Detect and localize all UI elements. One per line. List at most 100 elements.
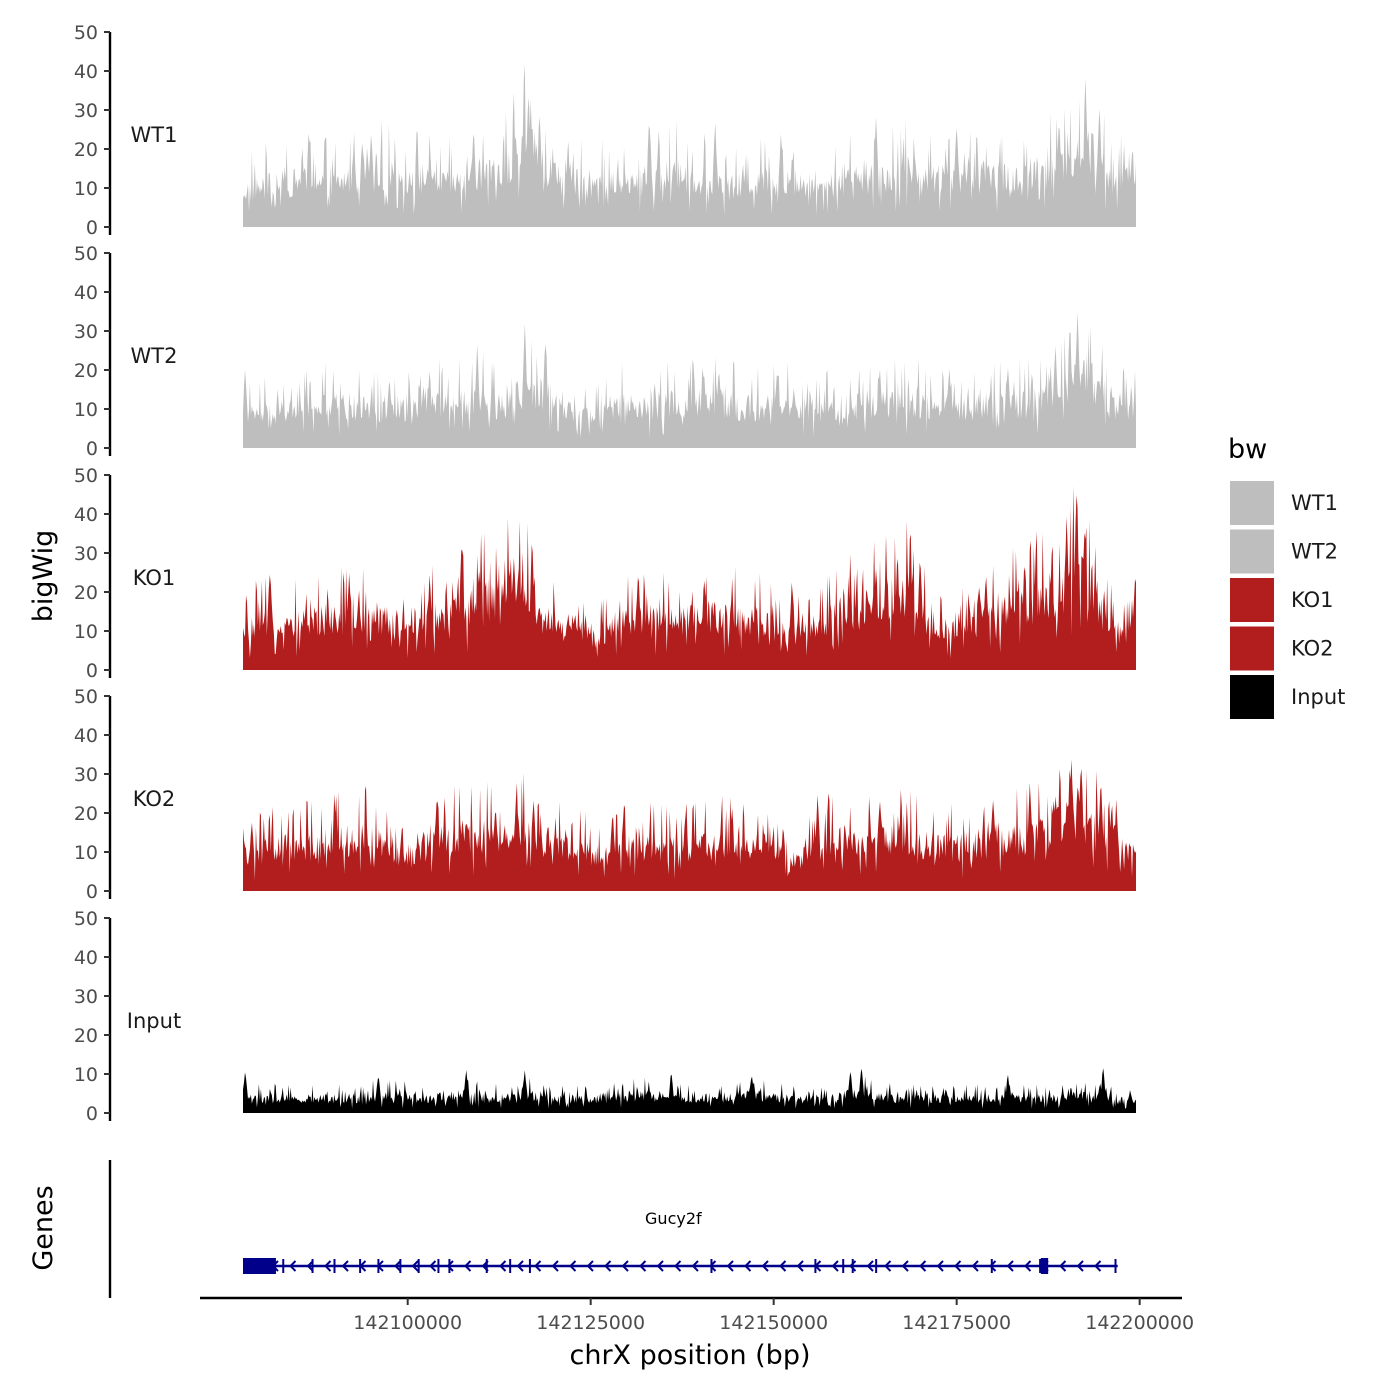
y-tick-label: 10 — [74, 1064, 98, 1086]
x-tick-label: 142200000 — [1085, 1312, 1194, 1334]
strand-arrow — [341, 1260, 349, 1272]
y-tick-label: 20 — [74, 582, 98, 604]
strand-arrow — [429, 1260, 437, 1272]
y-tick-label: 20 — [74, 139, 98, 161]
strand-arrow — [464, 1260, 472, 1272]
y-tick-label: 10 — [74, 842, 98, 864]
y-tick-label: 30 — [74, 764, 98, 786]
legend-label: KO2 — [1291, 637, 1334, 661]
track-wt2: 0 10 20 30 40 50 WT2 — [74, 243, 1136, 460]
y-tick-label: 40 — [74, 61, 98, 83]
y-tick-label: 20 — [74, 360, 98, 382]
y-tick-label: 40 — [74, 947, 98, 969]
strand-arrow — [639, 1260, 647, 1272]
strand-arrow — [534, 1260, 542, 1272]
strand-arrow — [604, 1260, 612, 1272]
x-tick-label: 142125000 — [536, 1312, 645, 1334]
x-axis-title: chrX position (bp) — [569, 1340, 810, 1371]
legend-entry-wt1: WT1 — [1228, 479, 1338, 527]
strand-arrow — [289, 1260, 297, 1272]
strand-arrow — [901, 1260, 909, 1272]
legend-label: WT1 — [1291, 491, 1338, 515]
y-tick-label: 10 — [74, 621, 98, 643]
strand-arrow — [884, 1260, 892, 1272]
strand-arrow — [971, 1260, 979, 1272]
track-wt1: 0 10 20 30 40 50 WT1 — [74, 22, 1136, 239]
gene-track-panel: Gucy2f — [108, 1160, 1118, 1298]
y-tick-label: 40 — [74, 282, 98, 304]
legend-swatch — [1228, 576, 1276, 624]
strand-arrow — [779, 1260, 787, 1272]
y-tick-label: 30 — [74, 321, 98, 343]
gene-label: Gucy2f — [645, 1209, 702, 1228]
track-label: Input — [127, 1009, 181, 1033]
legend-label: Input — [1291, 685, 1345, 709]
strand-arrow — [1024, 1260, 1032, 1272]
strand-arrow — [516, 1260, 524, 1272]
track-label: WT2 — [131, 344, 178, 368]
x-tick-label: 142150000 — [719, 1312, 828, 1334]
strand-arrow — [919, 1260, 927, 1272]
strand-arrow — [831, 1260, 839, 1272]
y-tick-label: 0 — [86, 438, 98, 460]
coverage-area-wt1 — [243, 64, 1136, 228]
strand-arrow — [989, 1260, 997, 1272]
legend: bw WT1 WT2 KO1 KO2 Input — [1228, 434, 1345, 721]
strand-arrow — [569, 1260, 577, 1272]
x-tick-label: 142100000 — [353, 1312, 462, 1334]
exon-block — [243, 1258, 276, 1274]
strand-arrow — [551, 1260, 559, 1272]
track-ko1: 0 10 20 30 40 50 KO1 — [74, 465, 1136, 682]
y-tick-label: 10 — [74, 399, 98, 421]
y-tick-label: 30 — [74, 986, 98, 1008]
y-tick-label: 0 — [86, 881, 98, 903]
strand-arrow — [1006, 1260, 1014, 1272]
strand-arrow — [446, 1260, 454, 1272]
coverage-area-wt2 — [243, 311, 1136, 448]
strand-arrow — [1059, 1260, 1067, 1272]
y-tick-label: 10 — [74, 178, 98, 200]
strand-arrow — [306, 1260, 314, 1272]
legend-label: KO1 — [1291, 588, 1334, 612]
strand-arrow — [656, 1260, 664, 1272]
strand-arrow — [761, 1260, 769, 1272]
y-tick-label: 20 — [74, 1025, 98, 1047]
track-label: KO1 — [133, 566, 176, 590]
coverage-area-ko1 — [243, 485, 1136, 670]
strand-arrow — [744, 1260, 752, 1272]
strand-arrow — [726, 1260, 734, 1272]
y-tick-label: 50 — [74, 686, 98, 708]
legend-swatch — [1228, 673, 1276, 721]
y-tick-label: 0 — [86, 217, 98, 239]
y-tick-label: 40 — [74, 504, 98, 526]
strand-arrow — [866, 1260, 874, 1272]
legend-swatch — [1228, 624, 1276, 673]
y-tick-label: 30 — [74, 543, 98, 565]
strand-arrow — [796, 1260, 804, 1272]
strand-arrow — [621, 1260, 629, 1272]
x-tick-label: 142175000 — [902, 1312, 1011, 1334]
strand-arrow — [1076, 1260, 1084, 1272]
coverage-area-input — [243, 1068, 1136, 1113]
strand-arrow — [394, 1260, 402, 1272]
y-tick-label: 0 — [86, 1103, 98, 1125]
y-tick-label: 50 — [74, 243, 98, 265]
legend-swatch — [1228, 527, 1276, 576]
gene-gucy2f: Gucy2f — [243, 1209, 1118, 1274]
exon-block — [1040, 1258, 1049, 1274]
strand-arrow — [324, 1260, 332, 1272]
strand-arrow — [954, 1260, 962, 1272]
legend-entry-ko1: KO1 — [1228, 576, 1334, 624]
x-axis: 142100000 142125000 142150000 142175000 1422… — [200, 1296, 1194, 1334]
legend-entry-ko2: KO2 — [1228, 624, 1334, 673]
track-ko2: 0 10 20 30 40 50 KO2 — [74, 686, 1136, 903]
strand-arrow — [499, 1260, 507, 1272]
legend-label: WT2 — [1291, 540, 1338, 564]
y-tick-label: 20 — [74, 803, 98, 825]
y-tick-label: 50 — [74, 908, 98, 930]
y-tick-label: 50 — [74, 22, 98, 44]
track-label: KO2 — [133, 787, 176, 811]
genes-panel-title: Genes — [28, 1185, 59, 1270]
coverage-area-ko2 — [243, 759, 1136, 891]
